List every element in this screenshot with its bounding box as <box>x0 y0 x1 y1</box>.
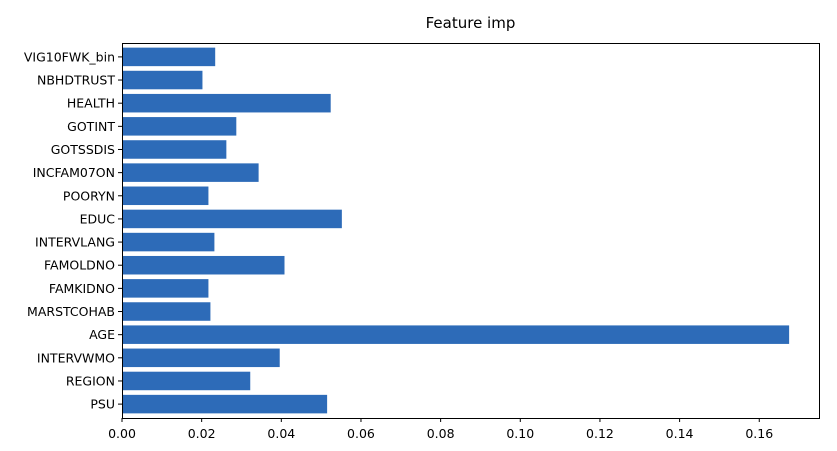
bar-famkidno <box>122 279 209 298</box>
bar-intervwmo <box>122 348 280 368</box>
plot-frame <box>122 43 820 419</box>
bar-health <box>122 93 331 113</box>
y-tick-label: VIG10FWK_bin <box>24 49 115 64</box>
bars-group <box>122 47 790 414</box>
y-ticks-group: PSU REGION INTERVWMO AGE MARSTCOHAB FAMKIDNO F… <box>24 49 122 412</box>
bar-psu <box>122 394 328 414</box>
bar-region <box>122 371 251 391</box>
bar-educ <box>122 209 342 229</box>
y-tick-label: FAMKIDNO <box>49 281 115 296</box>
y-tick-label: INTERVWMO <box>37 350 115 365</box>
y-tick-label: INTERVLANG <box>35 235 115 250</box>
x-tick-label: 0.12 <box>586 426 614 441</box>
y-tick-label: EDUC <box>80 211 116 226</box>
x-ticks-group: 0.00 0.02 0.04 0.06 0.08 0.10 0.12 0.14 0.16 <box>108 418 773 441</box>
x-tick-label: 0.02 <box>188 426 216 441</box>
x-tick-label: 0.00 <box>108 426 136 441</box>
bar-famoldno <box>122 255 285 275</box>
x-tick-label: 0.14 <box>666 426 694 441</box>
x-tick-label: 0.08 <box>427 426 455 441</box>
bar-gotint <box>122 117 237 136</box>
x-tick-label: 0.10 <box>506 426 534 441</box>
bar-nbhdtrust <box>122 70 203 90</box>
y-tick-label: FAMOLDNO <box>44 258 115 273</box>
y-tick-label: MARSTCOHAB <box>27 304 115 319</box>
y-tick-label: PSU <box>90 397 115 412</box>
y-tick-label: REGION <box>66 373 115 388</box>
y-tick-label: GOTSSDIS <box>51 142 115 157</box>
bar-gotssdis <box>122 140 227 159</box>
bar-vig10fwk-bin <box>122 47 216 67</box>
x-tick-label: 0.06 <box>347 426 375 441</box>
bar-pooryn <box>122 186 209 206</box>
bar-intervlang <box>122 232 215 252</box>
x-tick-label: 0.04 <box>267 426 295 441</box>
y-tick-label: AGE <box>89 327 115 342</box>
y-tick-label: HEALTH <box>67 96 115 111</box>
bar-age <box>122 325 790 344</box>
y-tick-label: INCFAM07ON <box>33 165 115 180</box>
bar-incfam07on <box>122 163 259 182</box>
y-tick-label: NBHDTRUST <box>37 73 115 88</box>
y-tick-label: POORYN <box>63 188 115 203</box>
chart-title: Feature imp <box>426 14 516 32</box>
bar-marstcohab <box>122 302 211 321</box>
x-tick-label: 0.16 <box>745 426 773 441</box>
y-tick-label: GOTINT <box>67 119 115 134</box>
